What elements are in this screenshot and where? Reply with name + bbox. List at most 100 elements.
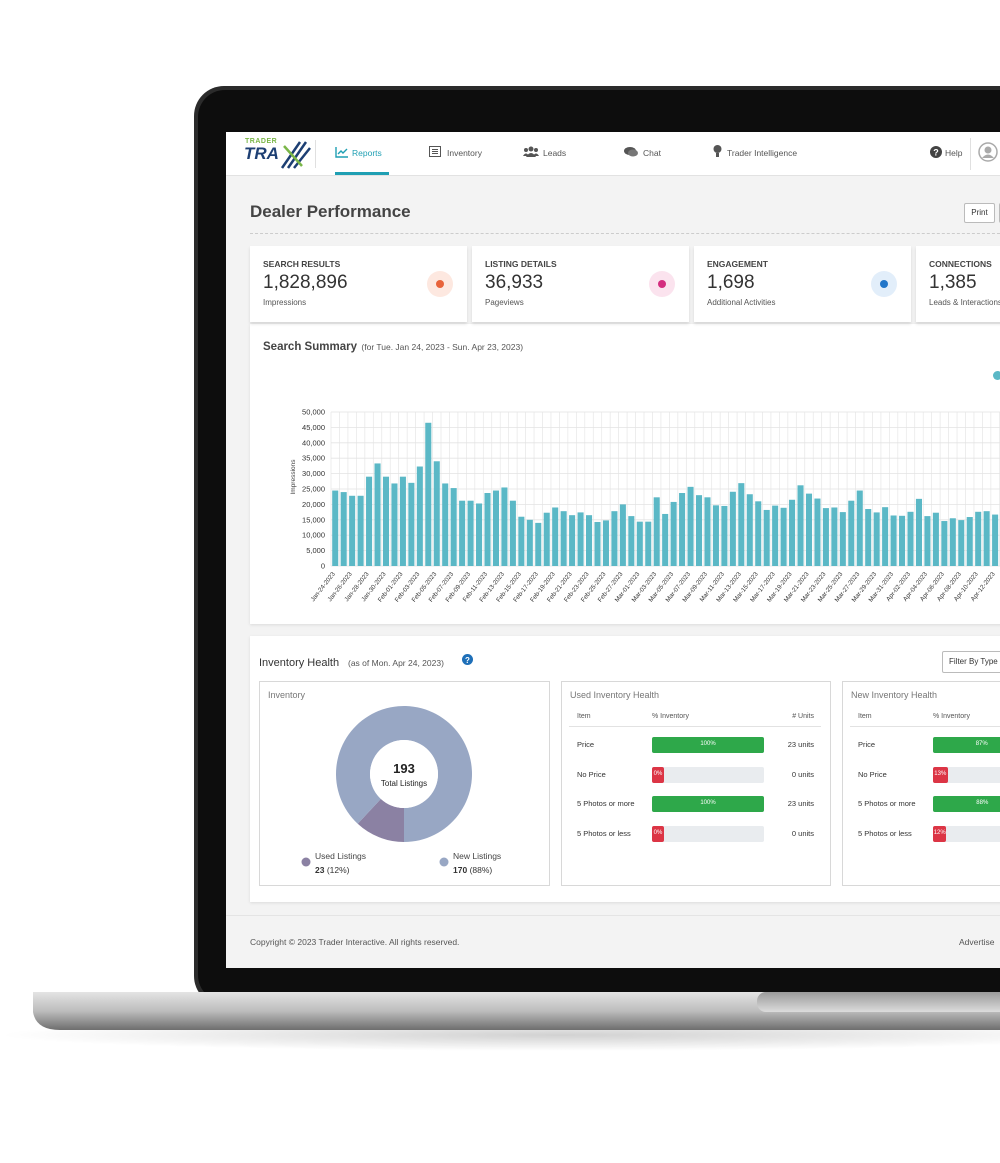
percent-bar: 100% xyxy=(652,737,764,753)
charts: 0 5,000 10,000 15,000 20,000 25,000 30,000 35,0… xyxy=(290,408,1000,875)
y-tick-label: 25,000 xyxy=(302,485,325,494)
pie-center-value: 193 xyxy=(393,761,415,776)
bar xyxy=(992,514,999,566)
legend-value: 23 (12%) xyxy=(315,865,350,875)
filter-button[interactable]: Filter By Type xyxy=(942,651,1000,673)
legend-dot xyxy=(301,857,311,867)
legend-share: (12%) xyxy=(327,865,350,875)
bar xyxy=(569,515,576,566)
nav-help[interactable]: Help xyxy=(945,148,963,158)
table-item: Price xyxy=(858,740,876,749)
bar xyxy=(416,466,423,566)
table-item: No Price xyxy=(858,769,887,779)
card-value: 1,828,896 xyxy=(263,272,348,293)
table-rule xyxy=(850,726,1000,727)
legend-dot xyxy=(439,857,449,867)
bar xyxy=(467,500,474,566)
bar xyxy=(822,508,829,566)
card-icon xyxy=(649,271,675,297)
bar xyxy=(873,512,880,566)
bar xyxy=(789,499,796,566)
avatar[interactable] xyxy=(978,142,1000,164)
percent-label: 0% xyxy=(653,770,663,777)
legend-count: 23 xyxy=(315,865,325,875)
card-icon-dot xyxy=(880,280,888,288)
nav-reports[interactable]: Reports xyxy=(352,148,382,158)
table-rule xyxy=(569,726,821,727)
percent-label: 12% xyxy=(933,829,946,836)
pie-slice xyxy=(357,798,404,842)
bar-track xyxy=(652,766,764,783)
percent-bar: 0% xyxy=(652,825,664,842)
card-label: CONNECTIONS xyxy=(929,259,992,269)
percent-bar: 0% xyxy=(652,766,664,783)
bar-track xyxy=(933,766,1000,783)
bar xyxy=(932,512,939,566)
bar xyxy=(772,505,779,566)
bar xyxy=(552,507,559,566)
table-header: Item xyxy=(858,713,872,720)
nav-inventory[interactable]: Inventory xyxy=(447,148,482,158)
bar xyxy=(949,518,956,566)
divider xyxy=(315,140,316,168)
percent-label: 100% xyxy=(700,800,716,806)
bar xyxy=(763,509,770,566)
svg-text:?: ? xyxy=(465,656,470,665)
screen: TRADER TRA Reports Inventory Leads Chat … xyxy=(226,132,1000,968)
bar xyxy=(442,483,449,566)
table-units: 0 units xyxy=(791,828,814,838)
help-icon: ? xyxy=(930,146,942,158)
bar xyxy=(425,422,432,566)
bar xyxy=(755,501,762,566)
bar xyxy=(797,485,804,566)
legend-value: 170 (88%) xyxy=(453,865,492,875)
y-tick-label: 10,000 xyxy=(302,531,325,540)
metric-card: LISTING DETAILS 36,933 Pageviews xyxy=(472,246,689,322)
legend-share: (88%) xyxy=(470,865,493,875)
bar xyxy=(366,476,373,566)
percent-bar: 12% xyxy=(933,825,947,842)
bar xyxy=(687,486,694,566)
title-rule xyxy=(250,233,1000,234)
bar xyxy=(628,516,635,566)
table-units: 23 units xyxy=(787,799,814,808)
table-header: % Inventory xyxy=(652,713,689,720)
logo-mark xyxy=(280,141,311,169)
bar xyxy=(890,515,897,566)
reports-icon xyxy=(335,147,348,158)
legend-label: New Listings xyxy=(453,851,501,861)
bar xyxy=(399,476,406,566)
bar xyxy=(814,498,821,566)
card-icon xyxy=(871,271,897,297)
bar xyxy=(915,498,922,566)
footer-link[interactable]: Advertise xyxy=(959,937,995,947)
bar-track xyxy=(933,825,1000,842)
chart-heading: Search Summary (for Tue. Jan 24, 2023 - … xyxy=(263,337,523,355)
bar xyxy=(526,519,533,566)
pie-hole xyxy=(370,740,438,808)
nav-chat[interactable]: Chat xyxy=(643,148,661,158)
bar xyxy=(374,463,381,566)
table-header: # Units xyxy=(792,713,814,720)
svg-text:?: ? xyxy=(933,148,939,158)
bar xyxy=(332,490,339,566)
help-icon[interactable]: ? xyxy=(462,654,473,665)
nav-leads[interactable]: Leads xyxy=(543,148,567,158)
bar xyxy=(577,512,584,566)
card-value: 1,385 xyxy=(929,272,977,293)
divider xyxy=(970,138,971,170)
bar xyxy=(907,511,914,566)
table-header: % Inventory xyxy=(933,713,970,720)
print-button[interactable]: Print xyxy=(964,203,995,223)
bar xyxy=(602,520,609,566)
card-icon-dot xyxy=(658,280,666,288)
inventory-subtitle: (as of Mon. Apr 24, 2023) xyxy=(348,658,444,668)
bar xyxy=(738,483,745,566)
bar xyxy=(721,505,728,566)
y-tick-label: 40,000 xyxy=(302,438,325,447)
nav-trader-intelligence[interactable]: Trader Intelligence xyxy=(727,148,798,158)
active-underline xyxy=(335,172,389,175)
card-icon-dot xyxy=(436,280,444,288)
bar xyxy=(746,494,753,566)
bar xyxy=(882,507,889,566)
